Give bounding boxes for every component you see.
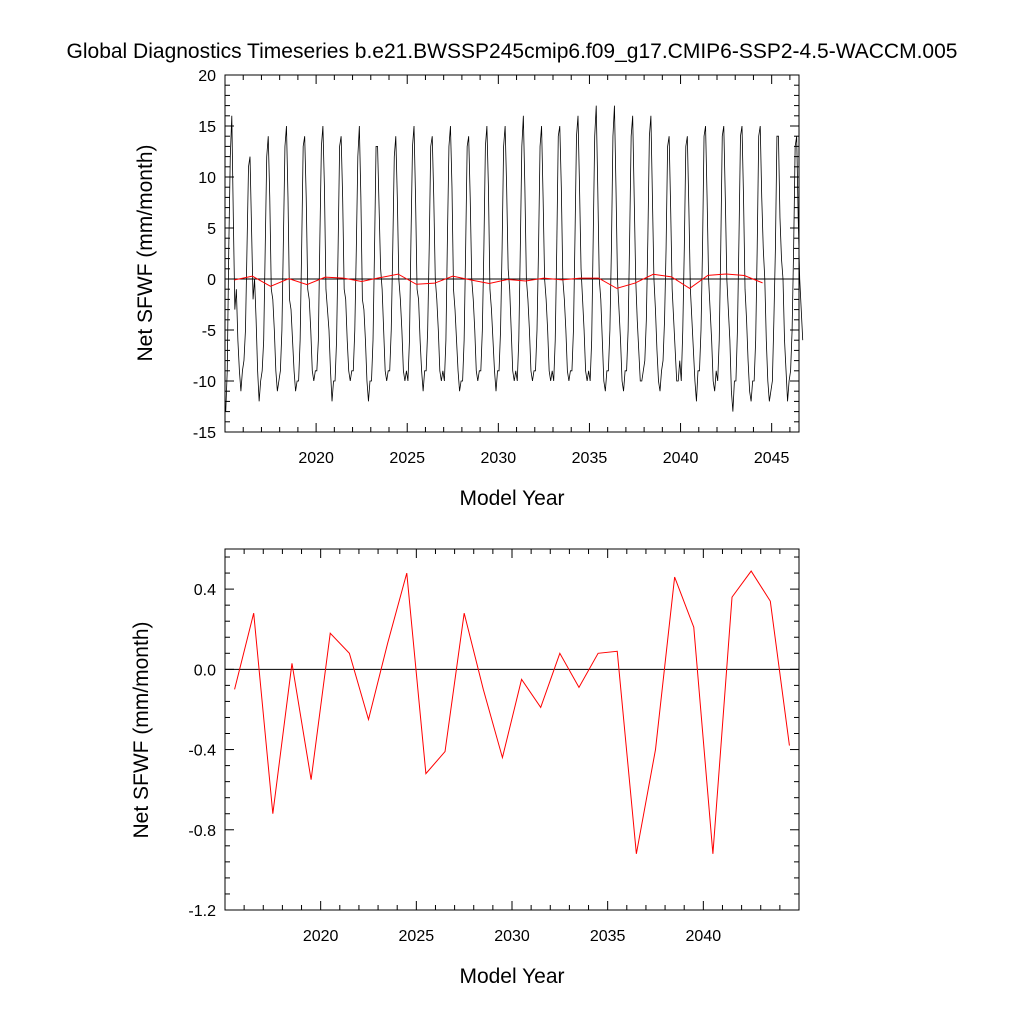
y-tick-label: -0.4 [188, 743, 216, 760]
x-tick-label: 2025 [399, 928, 435, 945]
x-axis-bottom: 2020 2025 2030 2035 2040 [224, 549, 800, 945]
x-tick-label: 2040 [663, 450, 699, 467]
annual-series-line [234, 570, 790, 854]
x-tick-label: 2040 [686, 928, 722, 945]
y-axis-bottom: -1.2 -0.8 -0.4 0.0 0.4 [188, 556, 799, 920]
x-tick-label: 2035 [590, 928, 626, 945]
y-tick-label: -5 [202, 323, 216, 340]
x-axis-label-bottom: Model Year [459, 965, 564, 988]
y-tick-label: -10 [193, 374, 216, 391]
y-tick-label: 5 [207, 221, 216, 238]
x-tick-label: 2045 [754, 450, 790, 467]
y-tick-label: 20 [198, 68, 216, 85]
y-tick-label: 0.4 [194, 582, 216, 599]
plot-frame-bottom [224, 548, 800, 911]
y-tick-label: 15 [198, 119, 216, 136]
x-axis-label-top: Model Year [459, 487, 564, 510]
x-axis-top: 2020 2025 2030 2035 2040 2045 [224, 75, 791, 467]
annual-series-line-top [234, 273, 763, 289]
y-tick-label: 0 [207, 272, 216, 289]
y-tick-label: -0.8 [188, 823, 216, 840]
y-tick-label: 0.0 [194, 662, 216, 679]
x-tick-label: 2035 [572, 450, 608, 467]
monthly-series-line [225, 105, 804, 412]
y-axis-label-top: Net SFWF (mm/month) [134, 144, 157, 361]
figure-title: Global Diagnostics Timeseries b.e21.BWSS… [67, 40, 958, 63]
x-tick-label: 2020 [303, 928, 339, 945]
x-tick-label: 2020 [298, 450, 334, 467]
y-axis-label-bottom: Net SFWF (mm/month) [130, 621, 153, 838]
x-tick-label: 2030 [494, 928, 530, 945]
x-tick-label: 2030 [481, 450, 517, 467]
y-tick-label: -1.2 [188, 903, 216, 920]
y-tick-label: -15 [193, 425, 216, 442]
x-tick-label: 2025 [389, 450, 425, 467]
panel-annual: -1.2-0.8-0.40.00.4 2020 2025 2030 2035 2040 … [130, 548, 800, 988]
y-tick-label: 10 [198, 170, 216, 187]
panel-monthly: -15 -10 -5 0 5 10 15 20 2020 2025 2030 2035 2040 204… [134, 68, 804, 510]
